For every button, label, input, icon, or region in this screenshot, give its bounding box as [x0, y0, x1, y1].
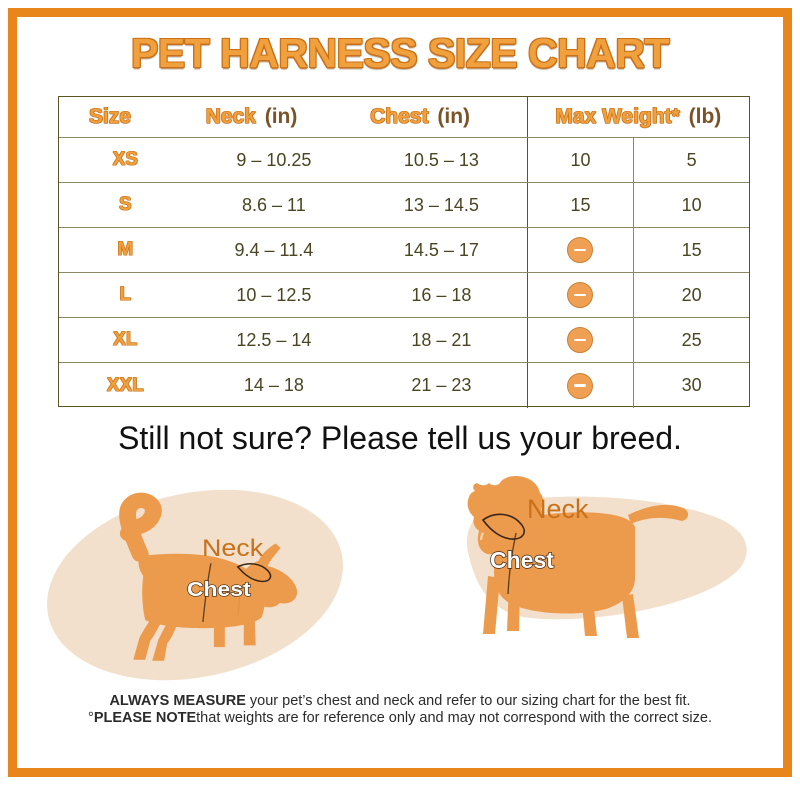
svg-text:Neck: Neck [202, 535, 263, 562]
svg-text:Chest: Chest [490, 547, 554, 573]
svg-text:Neck: Neck [527, 494, 589, 524]
svg-text:Chest: Chest [187, 577, 251, 601]
